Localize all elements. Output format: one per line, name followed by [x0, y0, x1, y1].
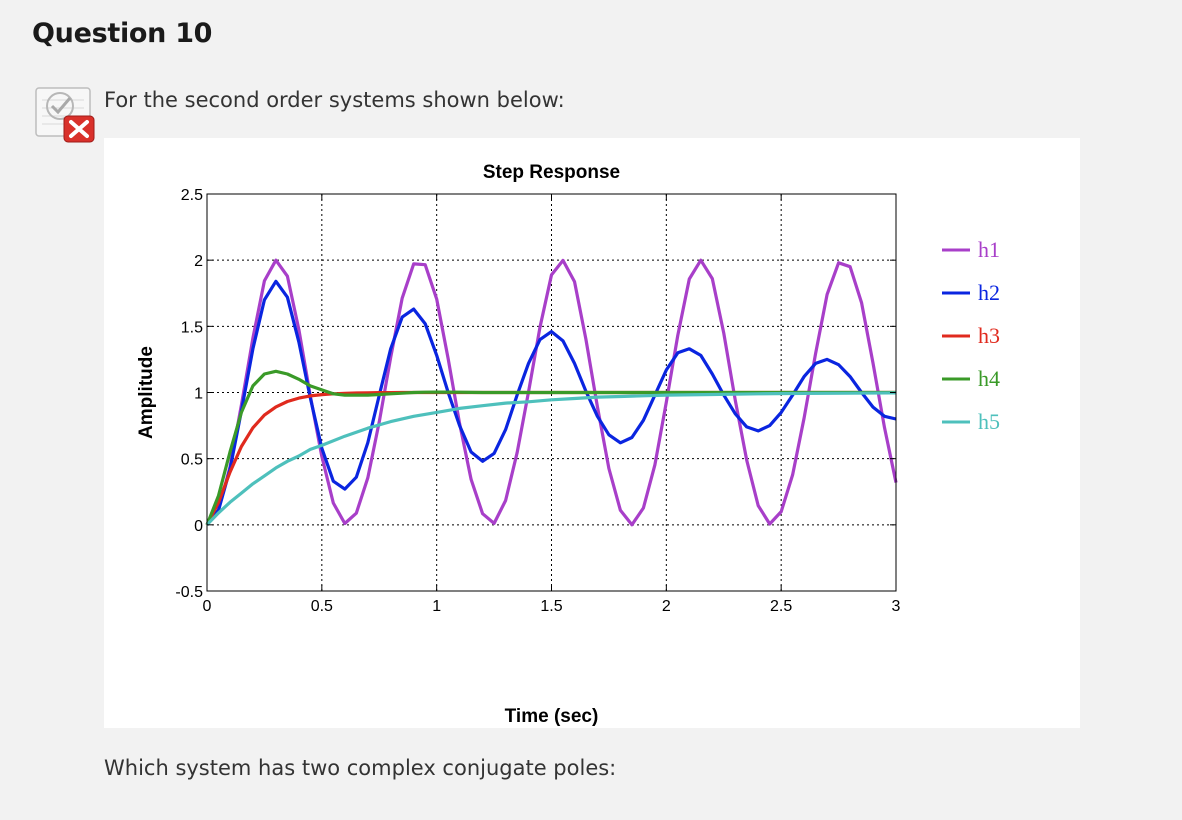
chart-svg: 0 0.5 1 1.5 2 2.5 3-0.500.511.522.5 Step Respo…	[136, 162, 1000, 727]
legend-label-h5: h5	[978, 409, 1000, 434]
series-line-h1	[205, 258, 898, 527]
y-tick-label: 2	[194, 253, 203, 270]
legend-label-h1: h1	[978, 237, 1000, 262]
y-tick-label: 2.5	[181, 187, 203, 204]
question-title: Question 10	[32, 18, 213, 49]
question-prompt: For the second order systems shown below…	[104, 88, 565, 112]
y-tick-label: -0.5	[175, 584, 203, 601]
y-axis-title: Amplitude	[136, 346, 157, 439]
legend-label-h3: h3	[978, 323, 1000, 348]
legend-label-h2: h2	[978, 280, 1000, 305]
chart-title: Step Response	[483, 162, 620, 183]
question-text: Which system has two complex conjugate p…	[104, 756, 617, 780]
legend-label-h4: h4	[978, 366, 1000, 391]
series-line-h4	[205, 369, 896, 526]
y-tick-label: 1.5	[181, 319, 203, 336]
y-tick-label: 0.5	[181, 452, 203, 469]
x-tick-label: 0.5	[311, 598, 333, 615]
grid	[207, 194, 896, 591]
series-line-h2	[205, 279, 897, 526]
series-lines	[205, 258, 898, 527]
x-tick-label: 2.5	[770, 598, 792, 615]
x-tick-label: 3	[892, 598, 901, 615]
x-tick-label: 2	[662, 598, 671, 615]
step-response-chart: 0 0.5 1 1.5 2 2.5 3 -0.5 0 0.5 1 1.5 2 2.5 Step Respo…	[104, 138, 1080, 728]
x-tick-label: 1.5	[540, 598, 562, 615]
x-tick-label: 0	[203, 598, 212, 615]
series-line-h5	[205, 391, 897, 526]
x-tick-label: 1	[432, 598, 441, 615]
y-tick-label: 1	[194, 386, 203, 403]
axes: 0 0.5 1 1.5 2 2.5 3-0.500.511.522.5	[175, 187, 900, 615]
y-tick-label: 0	[194, 518, 203, 535]
incorrect-answer-icon	[34, 84, 100, 144]
x-axis-title: Time (sec)	[505, 706, 599, 727]
legend: h1 h2 h3 h4 h5	[942, 237, 1000, 434]
